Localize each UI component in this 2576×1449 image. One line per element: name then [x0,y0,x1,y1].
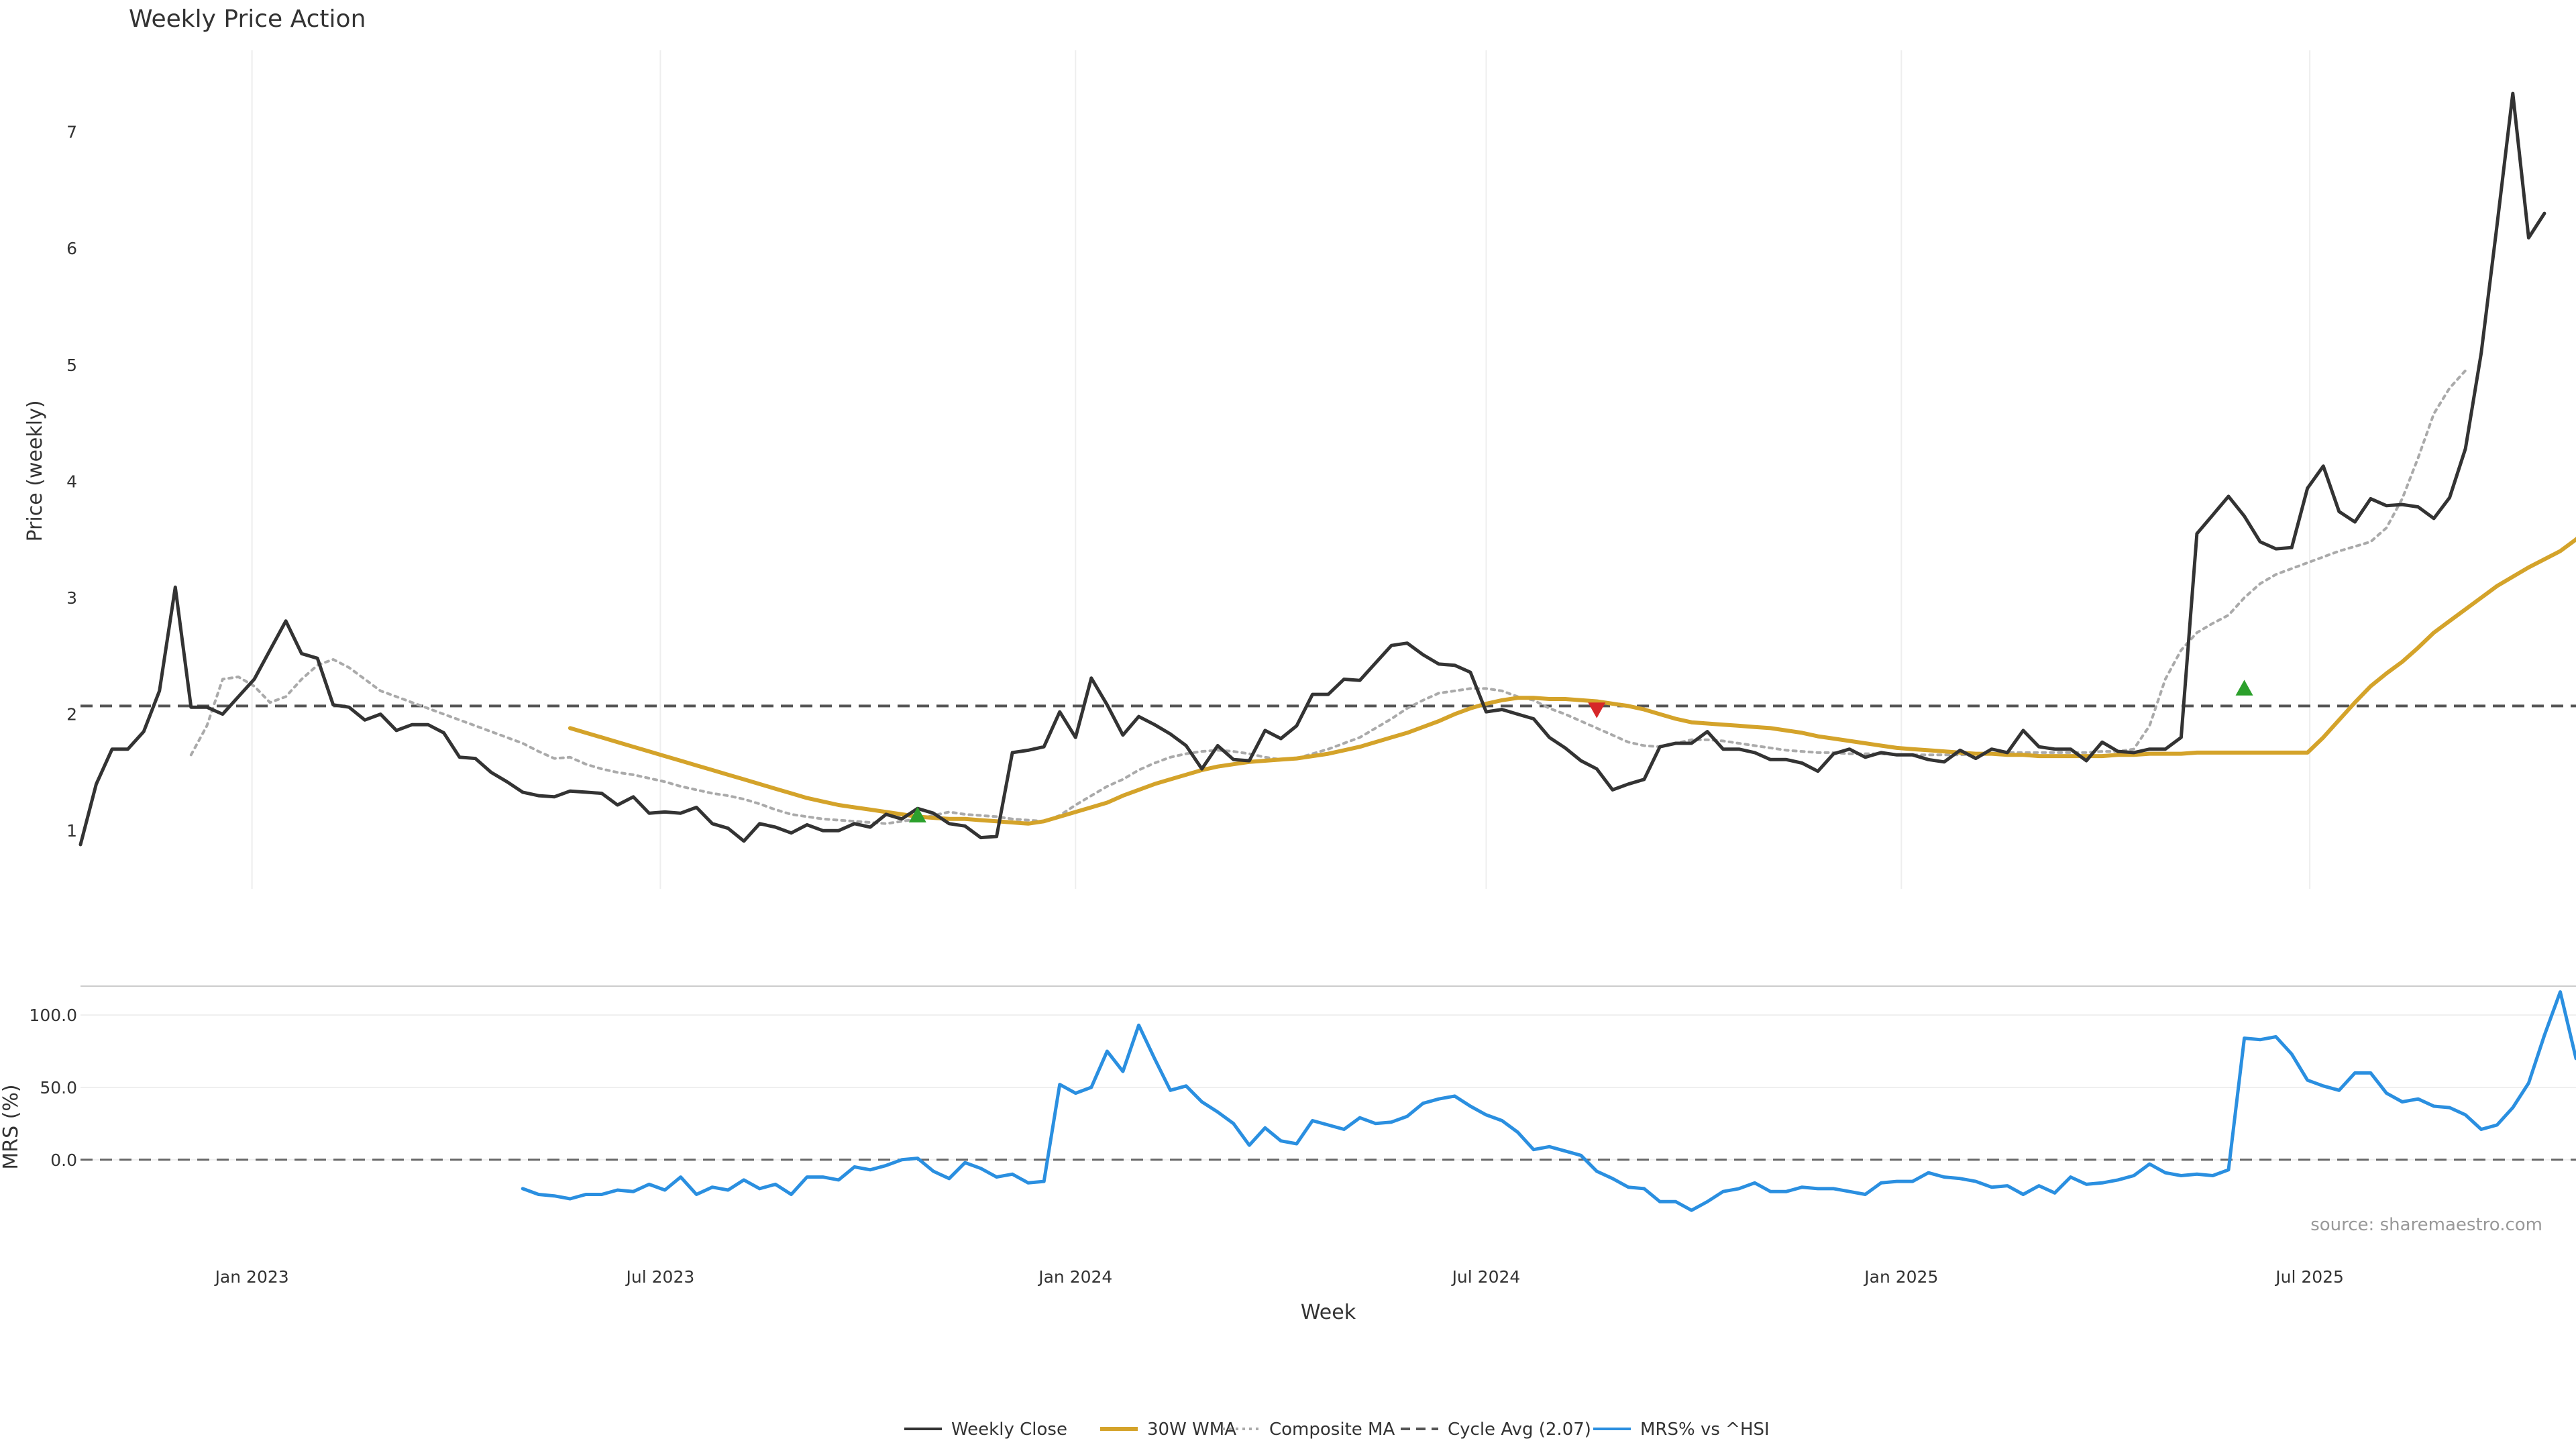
x-axis-label: Week [1301,1301,1356,1324]
legend: Weekly Close 30W WMA Composite MA Cycle Avg… [904,1419,1770,1440]
series-layer [78,91,2576,1212]
price-tick-label: 1 [66,821,77,841]
reference-lines [80,704,2576,1161]
signal-markers [908,680,2253,823]
grid-layer [80,50,2576,1161]
buy-signal-marker [908,806,926,823]
mrs-tick-label: 0.0 [50,1150,77,1170]
legend-label-mrs: MRS% vs ^HSI [1640,1419,1770,1440]
sell-signal-marker [1588,702,1606,718]
mrs-tick-label: 100.0 [29,1006,77,1025]
price-axis-label: Price (weekly) [23,400,47,541]
x-tick-label: Jul 2025 [2274,1267,2344,1287]
x-tick-label: Jul 2023 [625,1267,695,1287]
x-tick-label: Jan 2025 [1863,1267,1938,1287]
mrs-axis-label: MRS (%) [0,1084,23,1169]
price-tick-label: 4 [66,472,77,491]
tick-labels: Jan 2023 Jul 2023 Jan 2024 Jul 2024 Jan 2025… [29,123,2344,1287]
price-tick-label: 2 [66,705,77,724]
weekly-close-line [78,91,2546,847]
legend-label-composite_ma: Composite MA [1269,1419,1395,1440]
legend-label-wma30: 30W WMA [1147,1419,1236,1440]
x-tick-label: Jan 2023 [214,1267,289,1287]
legend-label-weekly_close: Weekly Close [951,1419,1067,1440]
mrs-line [521,990,2576,1212]
x-tick-label: Jul 2024 [1451,1267,1521,1287]
buy-signal-marker [2235,680,2253,696]
source-note: source: sharemaestro.com [2310,1215,2542,1235]
price-tick-label: 3 [66,588,77,608]
price-tick-label: 5 [66,356,77,375]
mrs-tick-label: 50.0 [40,1078,77,1097]
composite-ma-line [189,369,2467,825]
wma30-line [568,537,2576,826]
x-tick-label: Jan 2024 [1037,1267,1112,1287]
legend-label-cycle_avg: Cycle Avg (2.07) [1448,1419,1591,1440]
price-tick-label: 6 [66,239,77,258]
price-tick-label: 7 [66,123,77,142]
chart-title: Weekly Price Action [129,5,366,33]
